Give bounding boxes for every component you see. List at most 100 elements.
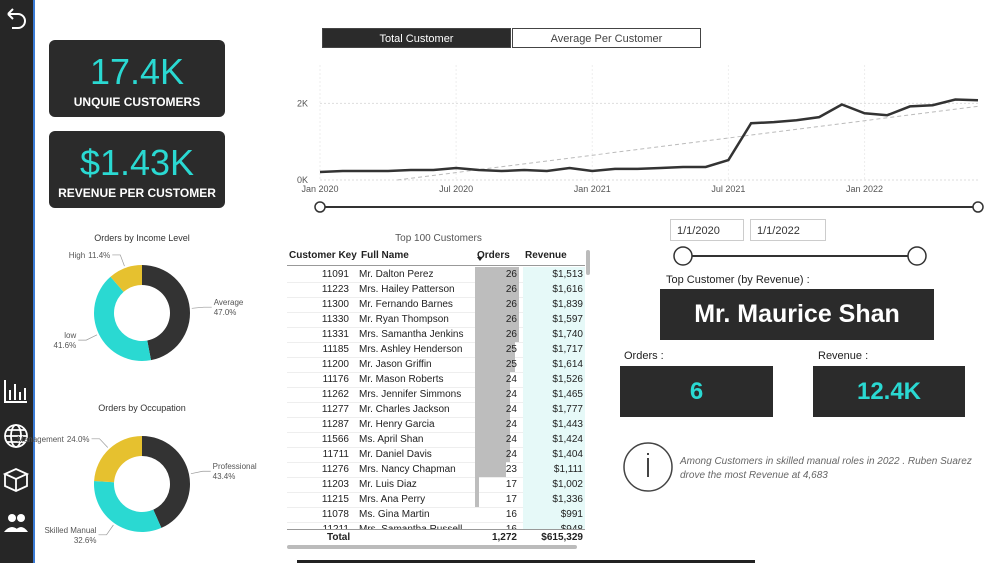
cell: 11566	[321, 434, 349, 445]
x-tick-label: Jan 2021	[574, 184, 611, 194]
cell: 25	[505, 359, 517, 370]
pie-slice	[94, 480, 162, 533]
sort-arrow	[477, 257, 483, 261]
pie-title: Orders by Income Level	[94, 233, 190, 243]
slider-handle[interactable]	[972, 201, 984, 213]
data-bar	[475, 297, 519, 312]
leader-line	[78, 334, 98, 341]
column-header: Customer Key	[289, 250, 357, 261]
data-bar	[475, 342, 515, 357]
card-label: UNQUIE CUSTOMERS	[73, 95, 201, 109]
data-bar	[475, 387, 511, 402]
cell: $1,443	[552, 419, 583, 430]
total-orders: 1,272	[491, 532, 517, 543]
cell: Mr. Luis Diaz	[359, 479, 417, 490]
cell: $1,616	[552, 284, 583, 295]
table-total: Total 1,272 $615,329	[287, 529, 585, 545]
table-row: 11300 Mr. Fernando Barnes 26 $1,839	[287, 297, 585, 313]
cell: 24	[505, 374, 517, 385]
cell: $1,336	[552, 494, 583, 505]
cell: 25	[505, 344, 517, 355]
cell: 11287	[321, 419, 349, 430]
revenue-bar	[523, 462, 585, 477]
cell: 24	[505, 449, 517, 460]
tab[interactable]: Average Per Customer	[512, 28, 701, 48]
pie-value-label: 24.0%	[67, 435, 90, 444]
date-end[interactable]: 1/1/2022	[750, 219, 826, 241]
table-row: 11711 Mr. Daniel Davis 24 $1,404	[287, 447, 585, 463]
cell: $1,597	[552, 314, 583, 325]
cell: Ms. Gina Martin	[359, 509, 430, 520]
data-bar	[475, 492, 480, 507]
table: Customer Key Full Name Orders Revenue 11091 M…	[287, 247, 590, 545]
table-row: 11276 Mrs. Nancy Chapman 23 $1,111	[287, 462, 585, 478]
top-customer-name: Mr. Maurice Shan	[660, 289, 934, 340]
card-value: 17.4K	[89, 51, 185, 92]
cell: 11223	[321, 284, 349, 295]
slider-handle[interactable]	[314, 201, 326, 213]
slider-handle[interactable]	[673, 246, 693, 266]
people-icon[interactable]	[4, 514, 28, 532]
cell: 24	[505, 419, 517, 430]
leader-line	[112, 254, 125, 267]
cell: $1,717	[552, 344, 583, 355]
pie-value-label: 47.0%	[214, 308, 237, 317]
revenue-bar	[523, 327, 585, 342]
cell: 26	[505, 329, 517, 340]
revenue-bar	[523, 447, 585, 462]
cell: Mr. Fernando Barnes	[359, 299, 453, 310]
pie-label: High 11.4%	[69, 251, 111, 260]
data-bar	[475, 267, 519, 282]
tab-active[interactable]: Total Customer	[322, 28, 511, 48]
report-icon[interactable]	[4, 380, 27, 403]
pie-label: Management 24.0%	[17, 435, 89, 444]
leader-line	[191, 306, 212, 309]
back-icon[interactable]	[7, 8, 26, 29]
pie-category: Average	[214, 298, 244, 307]
kpi-label: Orders :	[624, 350, 664, 362]
cell: 11078	[321, 509, 349, 520]
pie-category: Skilled Manual	[44, 526, 96, 535]
revenue-bar	[523, 492, 585, 507]
cell: 11300	[321, 299, 349, 310]
cell: 11091	[321, 269, 349, 280]
globe-icon[interactable]	[4, 424, 28, 448]
cell: $1,002	[552, 479, 583, 490]
cell: Mr. Mason Roberts	[359, 374, 444, 385]
table-row: 11277 Mr. Charles Jackson 24 $1,777	[287, 402, 585, 418]
cell: $991	[560, 509, 583, 520]
leader-line	[91, 438, 109, 448]
box-icon[interactable]	[2, 468, 30, 492]
cell: Mrs. Ashley Henderson	[359, 344, 463, 355]
total-revenue: $615,329	[541, 532, 583, 543]
table-row: 11091 Mr. Dalton Perez 26 $1,513	[287, 267, 585, 283]
v-scrollbar[interactable]	[586, 250, 590, 275]
h-scrollbar[interactable]	[287, 545, 577, 549]
pie-value-label: 43.4%	[213, 472, 236, 481]
data-bar	[475, 372, 511, 387]
revenue-bar	[523, 357, 585, 372]
data-bar	[475, 402, 511, 417]
table-header: Customer Key Full Name Orders Revenue	[287, 247, 585, 266]
cell: 11330	[321, 314, 349, 325]
cell: 17	[505, 494, 517, 505]
kpi-card: $1.43K REVENUE PER CUSTOMER	[49, 131, 225, 208]
cell: 16	[505, 509, 517, 520]
cell: Mr. Charles Jackson	[359, 404, 450, 415]
pie-category: High	[69, 251, 85, 260]
y-tick-label: 0K	[297, 175, 308, 185]
pie-slice	[142, 436, 191, 528]
revenue-bar	[523, 417, 585, 432]
pie-value-label: 11.4%	[88, 251, 110, 260]
revenue-bar	[523, 312, 585, 327]
slider-handle[interactable]	[907, 246, 927, 266]
table-row: 11287 Mr. Henry Garcia 24 $1,443	[287, 417, 585, 433]
data-bar	[475, 282, 519, 297]
pie-value-label: 32.6%	[74, 536, 97, 545]
cell: 11215	[321, 494, 349, 505]
table-row: 11262 Mrs. Jennifer Simmons 24 $1,465	[287, 387, 585, 403]
cell: 26	[505, 269, 517, 280]
kpi-value: 6	[620, 366, 773, 417]
date-start[interactable]: 1/1/2020	[670, 219, 744, 241]
cell: Mr. Dalton Perez	[359, 269, 434, 280]
